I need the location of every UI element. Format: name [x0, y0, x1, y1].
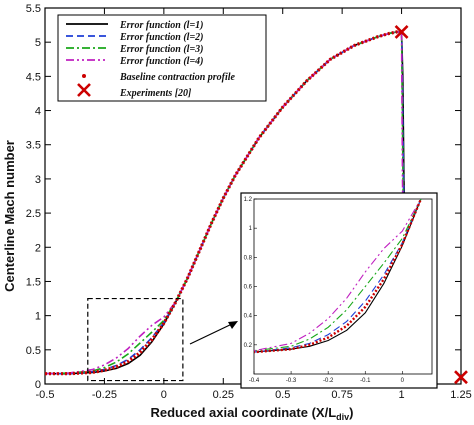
y-tick-label: 5.5	[26, 3, 41, 15]
legend-label-2: Error function (l=2)	[119, 32, 204, 43]
inset-y-tick-label: 0.2	[244, 343, 253, 349]
y-tick-label: 1	[35, 311, 41, 323]
x-tick-label: 1.25	[450, 389, 471, 401]
legend: Error function (l=1)Error function (l=2)…	[57, 14, 267, 102]
inset-x-tick-label: -0.4	[249, 378, 260, 384]
x-tick-label: -0.5	[36, 389, 55, 401]
x-tick-label: 0.75	[331, 389, 352, 401]
inset-series-group	[254, 199, 423, 354]
zoom-region-box	[87, 297, 184, 382]
inset-y-tick-label: 1	[249, 226, 253, 232]
experiment-marker	[454, 370, 468, 385]
inset-series-line-2	[254, 199, 422, 353]
inset-y-tick-label: 1.2	[244, 197, 253, 203]
inset-x-tick-label: -0.2	[323, 378, 334, 384]
y-tick-label: 0	[35, 379, 41, 391]
y-tick-label: 4.5	[26, 71, 41, 83]
x-tick-label: -0.25	[92, 389, 117, 401]
inset-y-tick-label: 0.6	[244, 285, 253, 291]
legend-marker-experiments	[77, 83, 91, 97]
y-tick-label: 3.5	[26, 140, 41, 152]
y-axis-title: Centerline Mach number	[2, 140, 17, 292]
x-axis-title-main: Reduced axial coordinate (X/L	[150, 405, 336, 420]
legend-label-3: Error function (l=3)	[119, 44, 204, 55]
zoom-arrow-head	[228, 321, 238, 329]
legend-label-6: Experiments [20]	[119, 88, 192, 99]
x-axis-title-close: )	[349, 405, 353, 420]
x-tick-label: 0.5	[275, 389, 290, 401]
x-axis-title: Reduced axial coordinate (X/Ldiv)	[150, 405, 353, 422]
legend-label-5: Baseline contraction profile	[119, 72, 236, 83]
y-tick-label: 4	[35, 106, 41, 118]
x-tick-label: 0.25	[213, 389, 234, 401]
series-line-4	[44, 31, 405, 375]
inset-series-line-5	[254, 199, 423, 354]
experiment-marker	[394, 25, 409, 39]
inset-y-tick-label: 0.8	[244, 255, 253, 261]
inset-plot-area: -0.4 -0.3 -0.2 -0.1 0 0.2 0.4 0.6 0.8 1 1.2	[189, 192, 438, 389]
legend-box	[57, 14, 267, 102]
y-tick-label: 3	[35, 174, 41, 186]
y-tick-label: 2	[35, 242, 41, 254]
inset-x-tick-label: -0.3	[286, 378, 297, 384]
zoom-arrow	[189, 322, 235, 345]
inset-series-line-3	[254, 199, 422, 352]
series-line-5	[45, 30, 402, 376]
legend-marker-baseline	[82, 74, 86, 78]
legend-label-4: Error function (l=4)	[119, 56, 204, 67]
inset-y-tick-label: 0.4	[244, 314, 253, 320]
y-tick-label: 1.5	[26, 276, 41, 288]
y-tick-label: 0.5	[26, 345, 41, 357]
y-tick-label: 5	[35, 37, 41, 49]
inset-x-tick-label: -0.1	[360, 378, 371, 384]
x-tick-label: 1	[399, 389, 405, 401]
y-tick-label: 2.5	[26, 208, 41, 220]
inset-frame	[253, 198, 433, 375]
legend-label-1: Error function (l=1)	[119, 20, 204, 31]
inset-x-tick-label: 0	[401, 378, 405, 384]
x-axis-title-subscript: div	[336, 412, 349, 422]
x-tick-label: 0	[161, 389, 167, 401]
